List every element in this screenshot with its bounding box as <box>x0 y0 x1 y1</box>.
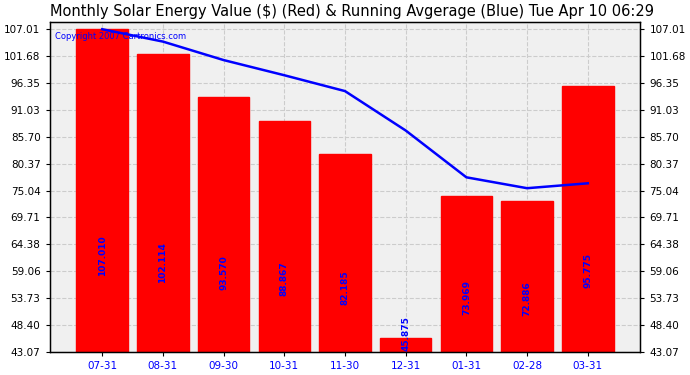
Bar <box>562 86 613 352</box>
Text: 72.886: 72.886 <box>522 282 531 316</box>
Text: 45.875: 45.875 <box>401 316 410 351</box>
Text: 95.775: 95.775 <box>583 253 592 288</box>
Bar <box>259 121 310 352</box>
Bar <box>502 201 553 352</box>
Text: 107.010: 107.010 <box>98 236 107 276</box>
Text: 82.185: 82.185 <box>340 270 350 304</box>
Text: 88.867: 88.867 <box>280 261 289 296</box>
Text: Monthly Solar Energy Value ($) (Red) & Running Avgerage (Blue) Tue Apr 10 06:29: Monthly Solar Energy Value ($) (Red) & R… <box>50 4 653 19</box>
Text: 93.570: 93.570 <box>219 256 228 290</box>
Bar <box>441 196 492 352</box>
Bar <box>380 338 431 352</box>
Bar <box>77 29 128 352</box>
Bar <box>137 54 188 352</box>
Text: Copyright 2007 Cartronics.com: Copyright 2007 Cartronics.com <box>55 32 186 40</box>
Bar <box>198 97 249 352</box>
Text: 102.114: 102.114 <box>159 242 168 283</box>
Bar <box>319 154 371 352</box>
Text: 73.969: 73.969 <box>462 280 471 315</box>
